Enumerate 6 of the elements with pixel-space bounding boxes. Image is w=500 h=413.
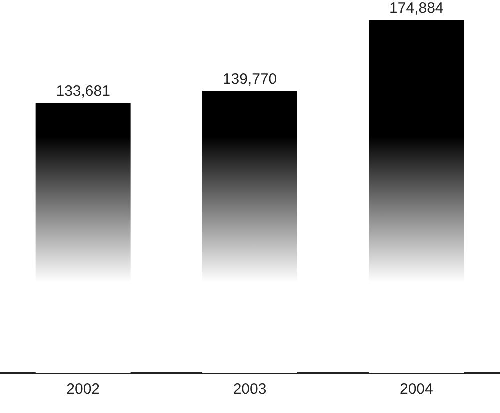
data-label: 133,681	[56, 83, 110, 100]
x-tick-label: 2004	[400, 381, 434, 398]
x-tick-label: 2002	[66, 381, 100, 398]
x-tick-label: 2003	[233, 381, 267, 398]
data-label: 139,770	[222, 70, 278, 88]
data-label: 174,884	[390, 0, 444, 17]
